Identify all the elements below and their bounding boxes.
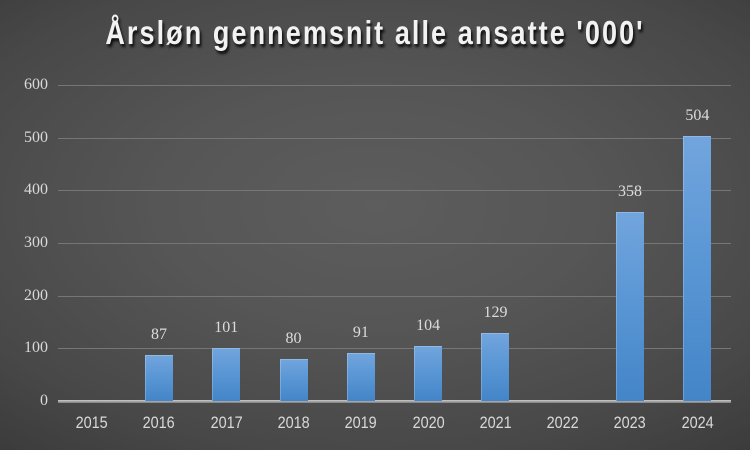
- gridline: [58, 243, 731, 244]
- y-axis-tick-label: 0: [40, 392, 48, 409]
- y-axis-tick-label: 600: [24, 76, 48, 93]
- bar-2016: [144, 355, 173, 401]
- bar-2018: [279, 358, 308, 401]
- y-axis-tick-label: 300: [24, 234, 48, 251]
- gridline: [58, 190, 731, 192]
- chart-title: Årsløn gennemsnit alle ansatte '000': [105, 14, 645, 51]
- bar-2023: [616, 212, 645, 401]
- x-axis-tick-label: 2020: [412, 413, 445, 432]
- gridline: [58, 137, 731, 139]
- data-label-2017: 101: [214, 318, 239, 336]
- data-label-2019: 91: [352, 324, 369, 342]
- data-label-2023: 358: [618, 183, 643, 201]
- y-axis-tick-label: 100: [24, 339, 48, 357]
- x-axis-tick-label: 2016: [142, 413, 176, 432]
- x-axis-tick-label: 2022: [546, 413, 579, 432]
- x-axis-tick-label: 2015: [75, 413, 108, 432]
- data-label-2021: 129: [483, 304, 508, 322]
- data-label-2016: 87: [150, 326, 167, 344]
- x-axis-tick-label: 2024: [681, 413, 714, 432]
- bar-2024: [683, 135, 712, 401]
- y-axis-tick-label: 500: [24, 128, 48, 146]
- x-axis-tick-label: 2021: [479, 413, 512, 432]
- data-label-2018: 80: [285, 329, 302, 347]
- x-axis-tick-label: 2017: [210, 413, 243, 432]
- x-axis-tick-label: 2023: [613, 413, 647, 432]
- plot-area: 0 100 200 300 400 500 600 2015 2016 87 2017 101 2018…: [24, 77, 731, 431]
- data-label-2020: 104: [416, 317, 441, 335]
- x-axis-line: [58, 400, 731, 403]
- x-axis-tick-label: 2019: [344, 413, 377, 432]
- x-axis-tick-label: 2018: [277, 413, 310, 432]
- y-axis-tick-label: 400: [24, 181, 48, 199]
- y-axis-tick-label: 200: [24, 286, 48, 304]
- gridline: [58, 295, 731, 297]
- gridline: [58, 85, 731, 86]
- bar-2017: [212, 347, 241, 401]
- bar-2021: [481, 333, 510, 401]
- data-label-2024: 504: [685, 106, 710, 124]
- bar-2020: [414, 346, 443, 401]
- bar-2019: [346, 353, 375, 401]
- gridline: [58, 348, 731, 350]
